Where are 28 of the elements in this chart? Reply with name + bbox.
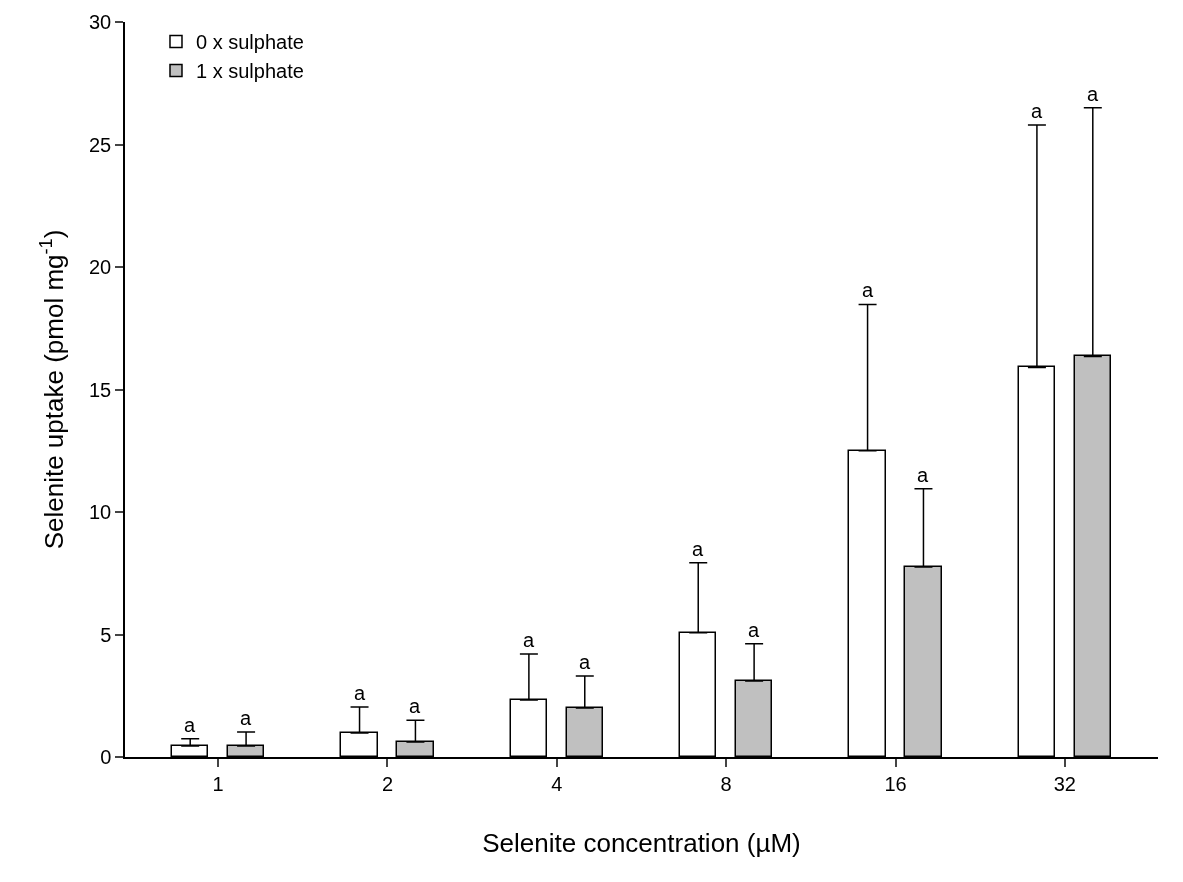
y-tick-label: 25 [89, 133, 112, 156]
x-tick-label: 1 [212, 772, 224, 795]
x-tick-label: 8 [720, 772, 732, 795]
annotation: a [917, 464, 929, 486]
x-tick-label: 16 [884, 772, 907, 795]
annotation: a [692, 538, 704, 560]
annotation: a [354, 682, 366, 704]
annotation: a [748, 619, 760, 641]
annotation: a [184, 714, 196, 736]
annotation: a [523, 629, 535, 651]
annotation: a [240, 707, 252, 729]
legend-label: 1 x sulphate [195, 60, 304, 83]
x-tick-label: 32 [1053, 772, 1076, 795]
y-tick-label: 20 [89, 256, 112, 278]
y-tick-label: 0 [100, 746, 112, 768]
y-tick-label: 10 [89, 501, 112, 523]
annotation: a [409, 695, 421, 717]
x-axis-title: Selenite concentration (µM) [482, 827, 801, 858]
annotation: a [1087, 83, 1099, 105]
y-tick-label: 15 [89, 378, 112, 401]
y-tick-label: 5 [100, 623, 112, 646]
legend-label: 0 x sulphate [195, 31, 304, 54]
x-tick-label: 4 [551, 772, 563, 795]
y-tick-label: 30 [89, 11, 112, 33]
annotation: a [1031, 100, 1043, 122]
annotation: a [579, 651, 591, 673]
annotation: a [862, 279, 874, 301]
x-tick-label: 2 [381, 772, 394, 795]
